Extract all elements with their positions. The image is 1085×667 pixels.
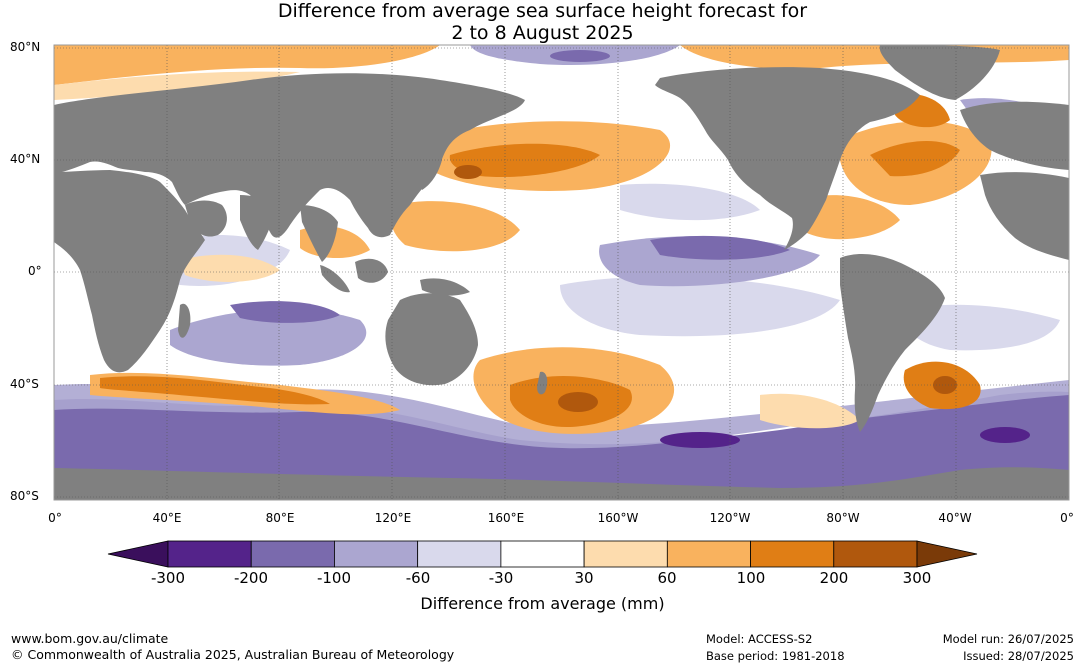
- colorbar-tick-label: 200: [819, 569, 849, 587]
- north-pacific-negative-patch: [620, 183, 760, 221]
- map-title-line1: Difference from average sea surface heig…: [277, 0, 808, 22]
- colorbar-segment: [750, 540, 835, 568]
- south-pacific-negative-patch: [560, 276, 840, 337]
- lon-label-120e: 120°E: [374, 511, 412, 525]
- antarctica-land: [54, 467, 1069, 500]
- gulf-stream-strong-anomaly: [870, 140, 960, 177]
- eurasia-land: [54, 73, 525, 238]
- europe-land: [960, 101, 1069, 170]
- colorbar-extend-max: [916, 540, 978, 568]
- colorbar-tick-label: -300: [150, 569, 186, 587]
- colorbar-tick-label: -30: [488, 569, 514, 587]
- greenland-land: [879, 45, 1000, 100]
- west-africa-land: [980, 172, 1069, 260]
- website-link[interactable]: www.bom.gov.au/climate: [11, 631, 169, 646]
- land-masses: [54, 45, 1069, 500]
- lat-label-40n: 40°N: [10, 152, 41, 166]
- colorbar-extend-min: [107, 540, 169, 568]
- colorbar-tick-label: 60: [657, 569, 677, 587]
- arabia-land: [185, 200, 227, 237]
- copyright-text: © Commonwealth of Australia 2025, Austra…: [11, 647, 455, 662]
- north-pacific-strong-anomaly: [449, 143, 600, 178]
- indian-ocean-positive-patch: [180, 254, 280, 282]
- lat-label-40s: 40°S: [10, 377, 39, 391]
- colorbar-segment: [250, 540, 335, 568]
- lat-label-80n: 80°N: [10, 40, 41, 54]
- map-content: [54, 45, 1069, 500]
- graticule: [54, 45, 1069, 500]
- map-title-line2: 2 to 8 August 2025: [451, 22, 634, 44]
- lon-label-160w: 160°W: [597, 511, 639, 525]
- indochina-land: [300, 205, 338, 262]
- lon-label-40e: 40°E: [152, 511, 182, 525]
- western-pacific-positive-anomaly: [391, 201, 520, 252]
- colorbar-tick-label: -100: [316, 569, 352, 587]
- lon-label-80w: 80°W: [826, 511, 860, 525]
- borneo-land: [355, 258, 388, 283]
- issued-date: Issued: 28/07/2025: [963, 649, 1074, 663]
- north-america-land: [655, 67, 920, 251]
- map-frame: [53, 44, 1070, 501]
- new-guinea-land: [420, 278, 470, 296]
- south-america-land: [840, 254, 945, 432]
- colorbar-tick-label: 30: [574, 569, 594, 587]
- india-land: [240, 195, 275, 250]
- model-name: Model: ACCESS-S2: [706, 632, 813, 646]
- lon-label-40w: 40°W: [938, 511, 972, 525]
- north-pacific-peak-anomaly: [454, 165, 482, 179]
- equatorial-pacific-negative-core: [650, 235, 790, 260]
- south-pacific-positive-anomaly: [760, 393, 860, 429]
- antarctic-deep-anomaly-2: [980, 427, 1030, 443]
- arctic-positive-anomaly: [54, 45, 440, 85]
- new-zealand-land: [537, 371, 548, 395]
- lon-label-120w: 120°W: [709, 511, 751, 525]
- colorbar-segment: [666, 540, 751, 568]
- colorbar-tick-label: 300: [902, 569, 932, 587]
- tasman-peak-anomaly: [558, 392, 598, 412]
- caribbean-positive-anomaly: [800, 195, 900, 240]
- lat-label-equator: 0°: [28, 264, 42, 278]
- antarctic-deep-anomaly: [660, 432, 740, 448]
- north-pacific-white-region: [560, 195, 660, 236]
- colorbar-segment: [334, 540, 419, 568]
- south-indian-negative-patch: [170, 309, 367, 366]
- colorbar-tick-label: 100: [736, 569, 766, 587]
- south-atlantic-negative-patch: [900, 304, 1060, 351]
- lon-label-80e: 80°E: [265, 511, 295, 525]
- lon-label-0-west: 0°: [48, 511, 62, 525]
- colorbar-segment: [500, 540, 585, 568]
- japan-land: [419, 152, 442, 190]
- lon-label-0-east: 0°: [1060, 511, 1074, 525]
- colorbar-tick-label: -60: [405, 569, 431, 587]
- australia-land: [385, 293, 478, 386]
- colorbar-title: Difference from average (mm): [420, 594, 665, 613]
- colorbar-segment: [167, 540, 252, 568]
- lat-label-80s: 80°S: [10, 489, 39, 503]
- colorbar-tick-label: -200: [233, 569, 269, 587]
- colorbar-segment: [583, 540, 668, 568]
- lon-label-160e: 160°E: [487, 511, 525, 525]
- colorbar-segment: [417, 540, 502, 568]
- madagascar-land: [178, 303, 191, 338]
- model-run-date: Model run: 26/07/2025: [942, 632, 1074, 646]
- colorbar: [107, 540, 978, 568]
- arctic-light-anomaly: [54, 71, 300, 100]
- arctic-negative-core: [550, 50, 610, 62]
- colorbar-segment: [833, 540, 918, 568]
- africa-land: [54, 170, 205, 373]
- south-indian-negative-core: [230, 301, 340, 323]
- base-period: Base period: 1981-2018: [706, 649, 845, 663]
- circumpolar-strong-streak: [100, 376, 330, 405]
